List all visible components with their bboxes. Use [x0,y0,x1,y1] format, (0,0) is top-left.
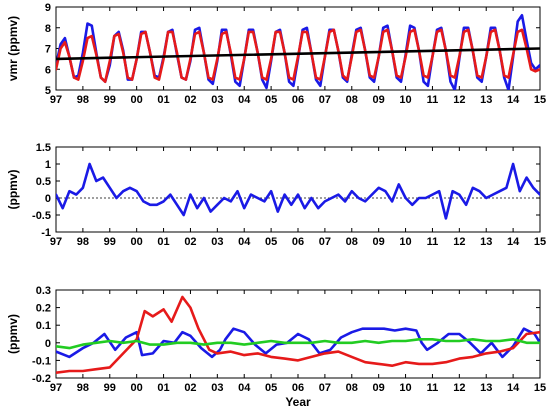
y-axis-label: vmr (ppmv) [6,16,20,81]
x-tick-label: 98 [77,94,89,106]
x-tick-label: 07 [319,94,331,106]
x-tick-label: 07 [319,236,331,248]
x-tick-label: 01 [157,236,169,248]
series-line-0 [56,327,540,359]
x-tick-label: 99 [104,382,116,394]
y-tick-label: -1 [41,227,51,239]
x-axis-label: Year [285,395,311,409]
x-tick-label: 97 [50,94,62,106]
x-tick-label: 03 [211,94,223,106]
y-tick-label: 8 [45,23,51,35]
plot-frame [55,6,541,91]
x-tick-label: 10 [399,236,411,248]
y-tick-label: -0.5 [32,210,51,222]
x-tick-label: 98 [77,382,89,394]
x-tick-label: 14 [507,382,520,394]
y-tick-label: 0.1 [36,320,51,332]
x-tick-label: 08 [346,236,358,248]
y-tick-label: 1 [45,159,51,171]
x-tick-label: 15 [534,382,546,394]
series-line-2 [56,337,540,350]
x-tick-label: 04 [238,382,251,394]
x-tick-label: 09 [373,236,385,248]
x-tick-label: 99 [104,94,116,106]
x-tick-label: 00 [131,236,143,248]
y-tick-label: 0.5 [36,176,51,188]
x-tick-label: 04 [238,236,251,248]
x-tick-label: 15 [534,236,546,248]
x-tick-label: 00 [131,94,143,106]
x-tick-label: 12 [453,94,465,106]
panel-vmr: 97 98 99 00 01 02 03 04 05 06 07 08 09 10 11 12 13 14 1556… [6,2,546,106]
plot-frame [55,146,541,233]
x-tick-label: 13 [480,382,492,394]
x-tick-label: 01 [157,94,169,106]
x-tick-label: 05 [265,94,277,106]
x-tick-label: 06 [292,94,304,106]
x-tick-label: 10 [399,382,411,394]
series-group [56,295,540,375]
series-line-0 [56,162,540,220]
x-tick-label: 14 [507,94,520,106]
panel-anomaly: 97 98 99 00 01 02 03 04 05 06 07 08 09 10 11 12 13 14 15-1… [6,142,546,248]
y-tick-label: 0.2 [36,303,51,315]
x-tick-label: 11 [427,94,439,106]
x-tick-label: 12 [453,382,465,394]
x-tick-label: 97 [50,382,62,394]
panel-components: 97 98 99 00 01 02 03 04 05 06 07 08 09 10 11 12 13 14 15 -0… [6,285,546,409]
x-tick-label: 00 [131,382,143,394]
x-tick-label: 10 [399,94,411,106]
x-tick-label: 02 [184,382,196,394]
x-tick-label: 13 [480,236,492,248]
x-tick-label: 08 [346,382,358,394]
series-group [56,14,540,90]
y-tick-label: 0 [45,193,51,205]
x-tick-label: 13 [480,94,492,106]
y-tick-label: 9 [45,2,51,14]
x-tick-label: 11 [427,382,439,394]
series-line-2 [56,47,540,61]
x-tick-label: 99 [104,236,116,248]
y-tick-label: 5 [45,85,51,97]
y-tick-label: 0.3 [36,285,51,297]
y-tick-label: 6 [45,64,51,76]
x-tick-label: 03 [211,236,223,248]
y-tick-label: -0.1 [32,355,51,367]
x-tick-label: 05 [265,236,277,248]
x-tick-label: 02 [184,94,196,106]
x-tick-label: 01 [157,382,169,394]
series-group [56,162,540,220]
x-tick-label: 98 [77,236,89,248]
x-tick-label: 97 [50,236,62,248]
y-tick-label: 1.5 [36,142,51,154]
x-tick-label: 15 [534,94,546,106]
y-tick-label: 0 [45,338,51,350]
y-tick-label: -0.2 [32,373,51,385]
x-tick-label: 07 [319,382,331,394]
series-line-1 [56,28,540,83]
x-tick-label: 08 [346,94,358,106]
x-tick-label: 02 [184,236,196,248]
x-tick-label: 04 [238,94,251,106]
x-tick-label: 14 [507,236,520,248]
x-tick-label: 05 [265,382,277,394]
x-tick-label: 03 [211,382,223,394]
x-tick-label: 11 [427,236,439,248]
y-axis-label: (ppmv) [6,314,20,354]
y-axis-label: (ppmv) [6,170,20,210]
x-tick-label: 12 [453,236,465,248]
x-tick-label: 09 [373,382,385,394]
x-tick-label: 06 [292,382,304,394]
x-tick-label: 09 [373,94,385,106]
x-tick-label: 06 [292,236,304,248]
y-tick-label: 7 [45,44,51,56]
series-line-1 [56,295,540,375]
